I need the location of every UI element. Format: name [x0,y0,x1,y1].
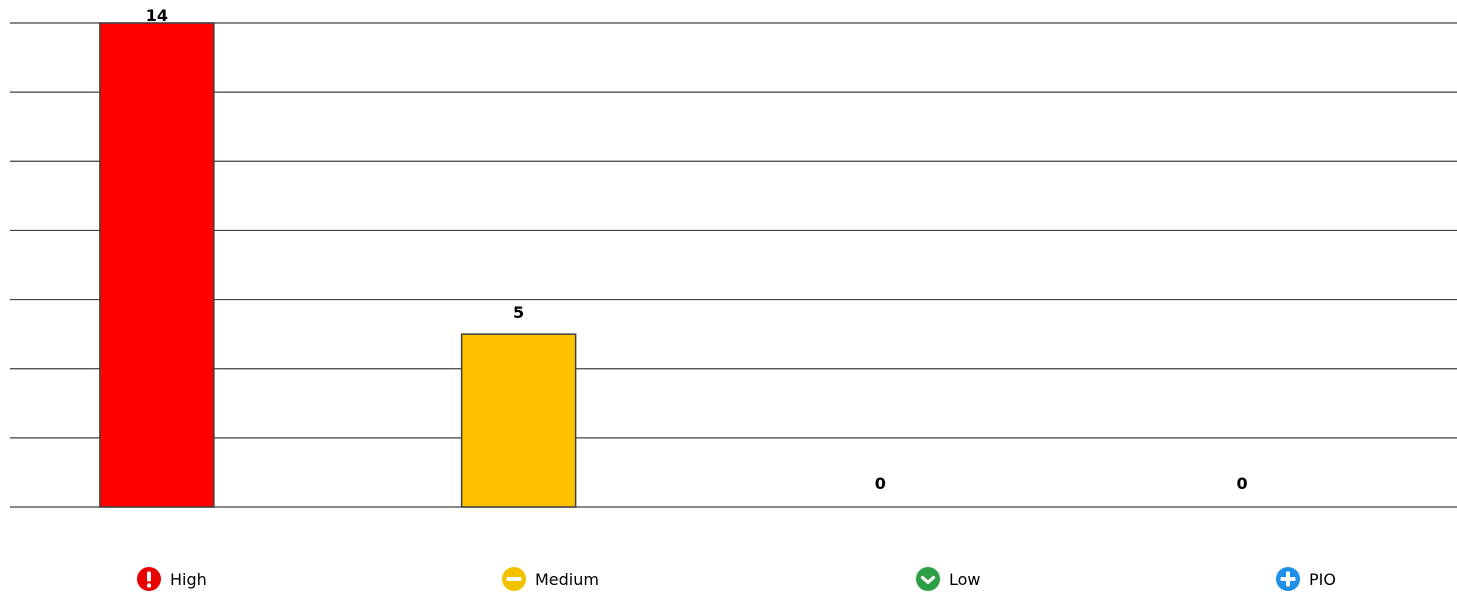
data-label-medium: 5 [513,303,524,322]
legend-item-high: High [136,566,207,592]
bar-medium [460,333,577,508]
legend-label-pio: PIO [1309,569,1336,589]
legend-item-low: Low [915,566,981,592]
legend-label-low: Low [949,569,981,589]
data-label-high: 14 [146,6,168,25]
bars [99,22,577,508]
bar-chart: 14 5 0 0 [10,6,1457,508]
legend-label-medium: Medium [535,569,599,589]
data-label-low: 0 [875,474,886,493]
bar-high [99,22,215,508]
legend-item-pio: PIO [1275,566,1336,592]
legend-label-high: High [170,569,207,589]
plus-circle-icon [1275,566,1301,592]
minus-circle-icon [501,566,527,592]
check-circle-icon [915,566,941,592]
exclamation-circle-icon [136,566,162,592]
data-labels: 14 5 0 0 [146,6,1248,493]
legend-item-medium: Medium [501,566,599,592]
data-label-pio: 0 [1237,474,1248,493]
gridlines [10,22,1457,508]
